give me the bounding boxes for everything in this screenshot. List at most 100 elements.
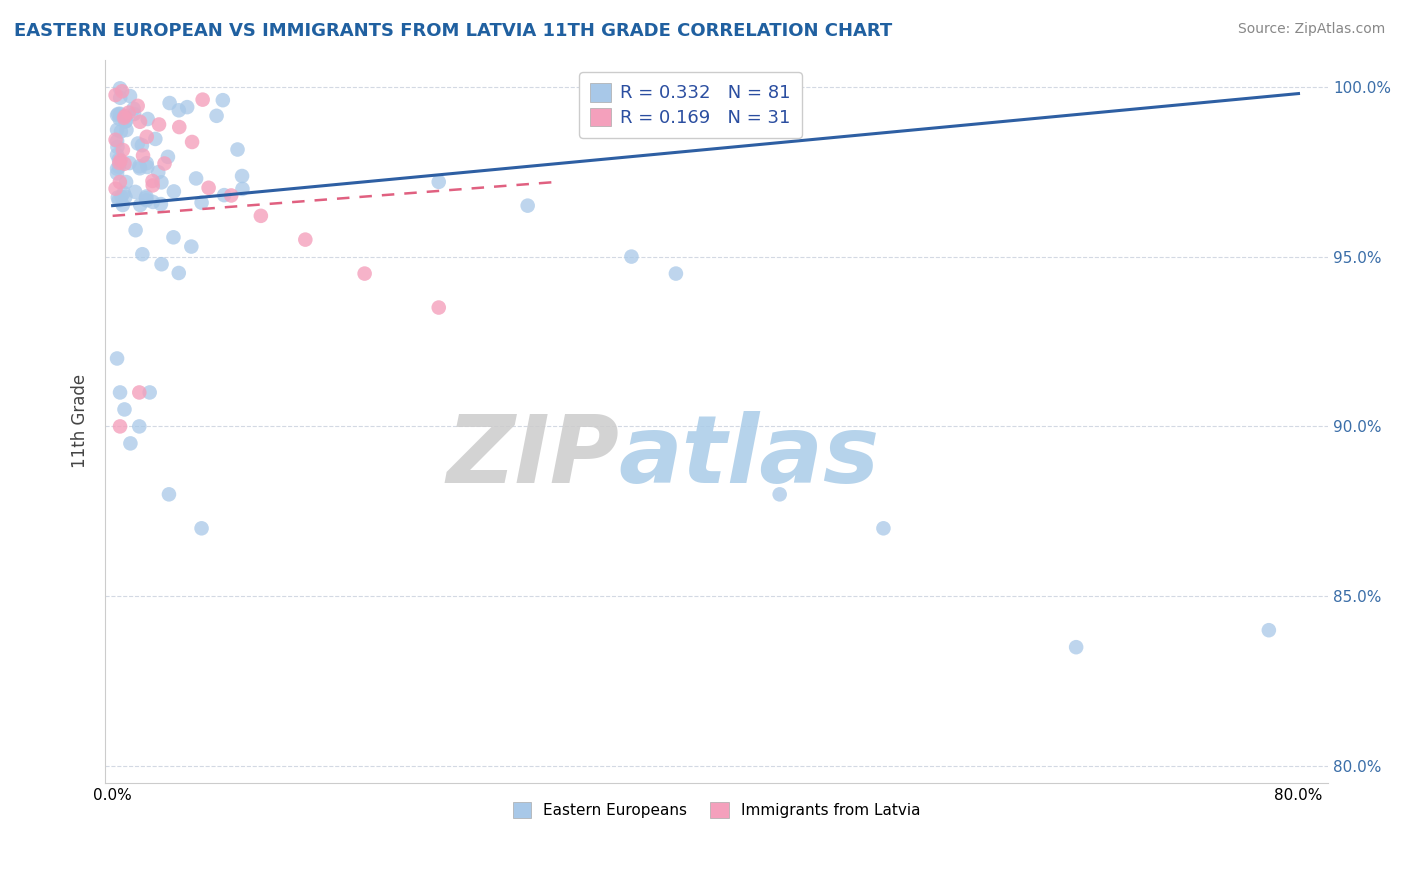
Point bbox=[107, 190, 129, 204]
Point bbox=[105, 351, 128, 366]
Point bbox=[128, 161, 150, 176]
Point bbox=[620, 250, 643, 264]
Point bbox=[353, 267, 375, 281]
Point bbox=[108, 156, 131, 170]
Point bbox=[197, 181, 219, 195]
Point bbox=[107, 194, 129, 208]
Point bbox=[153, 156, 176, 170]
Point bbox=[159, 96, 181, 111]
Point bbox=[118, 156, 141, 170]
Point bbox=[162, 230, 184, 244]
Point bbox=[124, 223, 146, 237]
Point bbox=[105, 134, 128, 148]
Point bbox=[110, 124, 132, 138]
Point bbox=[190, 521, 212, 535]
Point bbox=[141, 174, 163, 188]
Point bbox=[665, 267, 688, 281]
Point bbox=[108, 153, 131, 167]
Point bbox=[108, 160, 131, 174]
Point bbox=[108, 91, 131, 105]
Point bbox=[294, 233, 316, 247]
Point bbox=[105, 148, 128, 162]
Point bbox=[131, 138, 153, 153]
Point bbox=[219, 188, 242, 202]
Point bbox=[120, 436, 142, 450]
Point bbox=[104, 88, 127, 103]
Point bbox=[226, 143, 249, 157]
Point bbox=[104, 133, 127, 147]
Text: atlas: atlas bbox=[619, 411, 880, 503]
Point bbox=[105, 166, 128, 180]
Point bbox=[184, 171, 207, 186]
Point bbox=[190, 195, 212, 210]
Point bbox=[114, 109, 136, 123]
Point bbox=[138, 385, 160, 400]
Point bbox=[111, 84, 134, 98]
Point bbox=[114, 114, 136, 128]
Point bbox=[114, 157, 136, 171]
Point bbox=[111, 198, 134, 212]
Point bbox=[142, 194, 165, 209]
Point bbox=[180, 239, 202, 253]
Point bbox=[150, 175, 173, 189]
Point bbox=[118, 105, 141, 120]
Point bbox=[191, 93, 214, 107]
Point bbox=[107, 140, 129, 154]
Text: EASTERN EUROPEAN VS IMMIGRANTS FROM LATVIA 11TH GRADE CORRELATION CHART: EASTERN EUROPEAN VS IMMIGRANTS FROM LATV… bbox=[14, 22, 893, 40]
Point bbox=[129, 115, 152, 129]
Point bbox=[872, 521, 894, 535]
Point bbox=[135, 129, 157, 144]
Point bbox=[167, 266, 190, 280]
Point bbox=[427, 301, 450, 315]
Point bbox=[156, 150, 179, 164]
Point bbox=[250, 209, 273, 223]
Point bbox=[128, 419, 150, 434]
Point bbox=[105, 161, 128, 176]
Point bbox=[150, 257, 173, 271]
Point bbox=[142, 178, 165, 193]
Point bbox=[135, 156, 157, 170]
Legend: Eastern Europeans, Immigrants from Latvia: Eastern Europeans, Immigrants from Latvi… bbox=[505, 795, 928, 826]
Point bbox=[128, 159, 150, 173]
Point bbox=[131, 247, 153, 261]
Point bbox=[149, 197, 172, 211]
Text: Source: ZipAtlas.com: Source: ZipAtlas.com bbox=[1237, 22, 1385, 37]
Point bbox=[115, 123, 138, 137]
Y-axis label: 11th Grade: 11th Grade bbox=[72, 375, 89, 468]
Point bbox=[105, 123, 128, 137]
Point bbox=[122, 102, 145, 116]
Text: ZIP: ZIP bbox=[446, 411, 619, 503]
Point bbox=[148, 165, 170, 179]
Point bbox=[163, 185, 186, 199]
Point bbox=[169, 120, 191, 134]
Point bbox=[108, 419, 131, 434]
Point bbox=[1064, 640, 1087, 655]
Point bbox=[108, 175, 131, 189]
Point bbox=[108, 385, 131, 400]
Point bbox=[181, 135, 204, 149]
Point bbox=[124, 185, 146, 199]
Point bbox=[127, 99, 149, 113]
Point bbox=[132, 148, 155, 162]
Point bbox=[148, 118, 170, 132]
Point bbox=[176, 100, 198, 114]
Point bbox=[1257, 624, 1279, 638]
Point bbox=[769, 487, 792, 501]
Point bbox=[143, 132, 166, 146]
Point bbox=[127, 136, 149, 151]
Point bbox=[112, 111, 135, 125]
Point bbox=[211, 93, 233, 107]
Point bbox=[157, 487, 180, 501]
Point bbox=[108, 112, 131, 126]
Point bbox=[115, 175, 138, 189]
Point bbox=[516, 199, 538, 213]
Point bbox=[135, 189, 157, 203]
Point bbox=[114, 190, 136, 204]
Point bbox=[115, 113, 138, 128]
Point bbox=[231, 169, 253, 183]
Point bbox=[118, 89, 141, 103]
Point bbox=[135, 194, 157, 208]
Point bbox=[112, 186, 135, 200]
Point bbox=[205, 109, 228, 123]
Point bbox=[111, 143, 134, 157]
